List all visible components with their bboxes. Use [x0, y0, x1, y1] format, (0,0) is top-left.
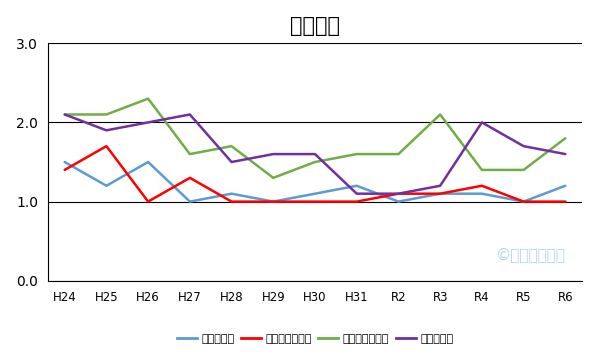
Legend: 機械工学科, 電気電子工学科, 電子制御工学科, 物質工学科: 機械工学科, 電気電子工学科, 電子制御工学科, 物質工学科 [172, 329, 458, 348]
Text: ©高専受験計画: ©高専受験計画 [496, 247, 566, 262]
Title: 推記選抜: 推記選抜 [290, 16, 340, 36]
